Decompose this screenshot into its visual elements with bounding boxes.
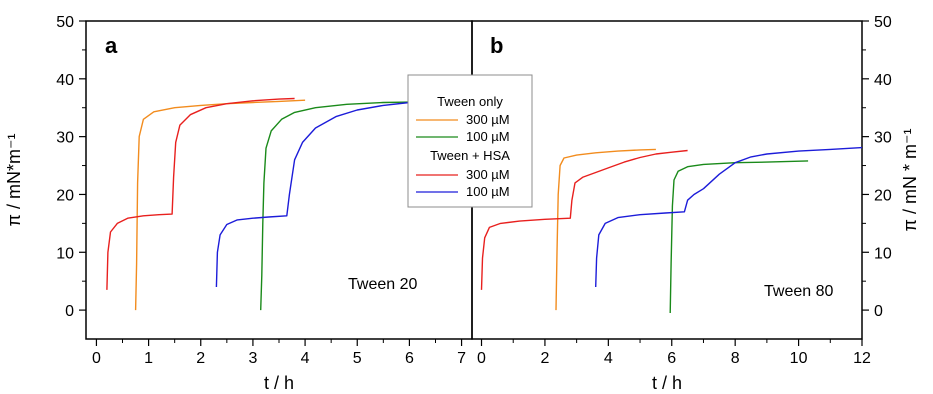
x-tick-label: 1: [144, 350, 153, 367]
series-line-a-tween-only-300-m: [134, 99, 306, 311]
series-line-b-tween-hsa-300-m: [480, 149, 688, 290]
series-line-b-tween-only-100-m: [669, 160, 809, 314]
panel-b-ylabel: π / mN * m⁻¹: [900, 129, 920, 232]
x-tick-label: 2: [540, 350, 549, 367]
y-tick-label: 50: [874, 14, 892, 31]
panel-a-letter: a: [105, 33, 118, 58]
panel-a-xlabel: t / h: [264, 373, 294, 393]
legend-group-title: Tween only: [437, 94, 503, 109]
y-tick-label: 10: [56, 245, 74, 262]
panel-a-annotation: Tween 20: [348, 276, 417, 293]
series-line-b-tween-hsa-100-m: [595, 146, 863, 288]
x-tick-label: 3: [248, 350, 257, 367]
x-tick-label: 6: [667, 350, 676, 367]
x-tick-label: 8: [731, 350, 740, 367]
x-tick-label: 10: [790, 350, 808, 367]
legend-entry: 100 µM: [466, 129, 510, 144]
legend-entry: 300 µM: [466, 167, 510, 182]
y-tick-label: 30: [874, 130, 892, 147]
x-tick-label: 7: [457, 350, 466, 367]
x-tick-label: 0: [92, 350, 101, 367]
x-tick-label: 0: [477, 350, 486, 367]
x-tick-label: 4: [604, 350, 613, 367]
x-tick-label: 6: [405, 350, 414, 367]
y-tick-label: 50: [56, 14, 74, 31]
y-tick-label: 40: [874, 72, 892, 89]
y-tick-label: 30: [56, 130, 74, 147]
legend-entry: 100 µM: [466, 184, 510, 199]
x-tick-label: 5: [353, 350, 362, 367]
panel-b-xlabel: t / h: [652, 373, 682, 393]
legend-box: [407, 74, 533, 208]
panel-a-ticks: 0 1 2 3 4 5 6 7 0 10 20 30 40 50: [56, 14, 466, 367]
panel-b-letter: b: [490, 33, 503, 58]
series-line-b-tween-only-300-m: [555, 148, 656, 311]
y-tick-label: 10: [874, 245, 892, 262]
panel-b-series: [480, 146, 863, 314]
legend-group-title: Tween + HSA: [430, 148, 510, 163]
panel-b-ticks: 0 2 4 6 8 10 12 0 10 20 30 40 50: [477, 14, 892, 367]
legend-entry: 300 µM: [466, 112, 510, 127]
y-tick-label: 40: [56, 72, 74, 89]
x-tick-label: 2: [196, 350, 205, 367]
x-tick-label: 12: [853, 350, 871, 367]
y-tick-label: 20: [874, 187, 892, 204]
x-tick-label: 4: [301, 350, 310, 367]
panel-b-annotation: Tween 80: [764, 283, 833, 300]
panel-a-ylabel: π / mN*m⁻¹: [4, 134, 24, 227]
y-tick-label: 0: [874, 303, 883, 320]
y-tick-label: 20: [56, 187, 74, 204]
legend: Tween only 300 µM 100 µM Tween + HSA 300…: [407, 74, 533, 208]
series-line-a-tween-hsa-300-m: [106, 97, 295, 290]
y-tick-label: 0: [65, 303, 74, 320]
